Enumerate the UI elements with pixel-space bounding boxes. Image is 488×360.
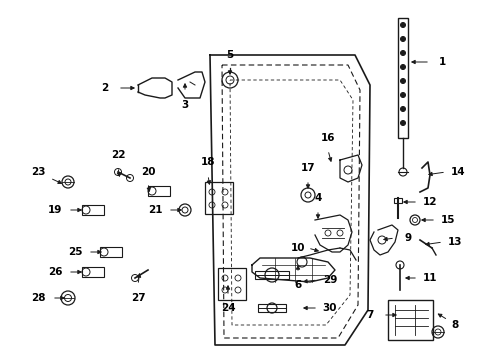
Text: 16: 16 — [320, 133, 335, 143]
Text: 28: 28 — [31, 293, 45, 303]
Text: 5: 5 — [226, 50, 233, 60]
Text: 13: 13 — [447, 237, 461, 247]
Text: 2: 2 — [101, 83, 108, 93]
Text: 26: 26 — [48, 267, 62, 277]
Text: 9: 9 — [404, 233, 411, 243]
Bar — [204, 182, 232, 214]
Circle shape — [400, 107, 405, 112]
Text: 29: 29 — [322, 275, 337, 285]
Circle shape — [400, 121, 405, 126]
Text: 11: 11 — [422, 273, 436, 283]
Bar — [397, 18, 407, 138]
Circle shape — [400, 93, 405, 98]
Text: 7: 7 — [366, 310, 373, 320]
Circle shape — [400, 36, 405, 41]
Bar — [393, 198, 401, 203]
Text: 30: 30 — [322, 303, 337, 313]
Bar — [254, 271, 288, 279]
Text: 18: 18 — [201, 157, 215, 167]
Text: 4: 4 — [314, 193, 321, 203]
Text: 14: 14 — [450, 167, 465, 177]
Text: 1: 1 — [437, 57, 445, 67]
Text: 22: 22 — [110, 150, 125, 160]
Circle shape — [400, 78, 405, 84]
Bar — [387, 300, 432, 340]
Text: 19: 19 — [48, 205, 62, 215]
Circle shape — [400, 22, 405, 27]
Bar — [100, 247, 122, 257]
Text: 6: 6 — [294, 280, 301, 290]
Text: 20: 20 — [141, 167, 155, 177]
Bar — [218, 268, 245, 300]
Bar — [82, 205, 104, 215]
Text: 15: 15 — [440, 215, 454, 225]
Bar — [82, 267, 104, 277]
Text: 10: 10 — [290, 243, 305, 253]
Text: 25: 25 — [68, 247, 82, 257]
Text: 8: 8 — [450, 320, 458, 330]
Text: 3: 3 — [181, 100, 188, 110]
Text: 21: 21 — [147, 205, 162, 215]
Text: 17: 17 — [300, 163, 315, 173]
Bar — [148, 186, 170, 196]
Text: 24: 24 — [220, 303, 235, 313]
Circle shape — [400, 64, 405, 69]
Text: 12: 12 — [422, 197, 436, 207]
Circle shape — [400, 50, 405, 55]
Text: 27: 27 — [130, 293, 145, 303]
Bar — [258, 304, 285, 312]
Text: 23: 23 — [31, 167, 45, 177]
